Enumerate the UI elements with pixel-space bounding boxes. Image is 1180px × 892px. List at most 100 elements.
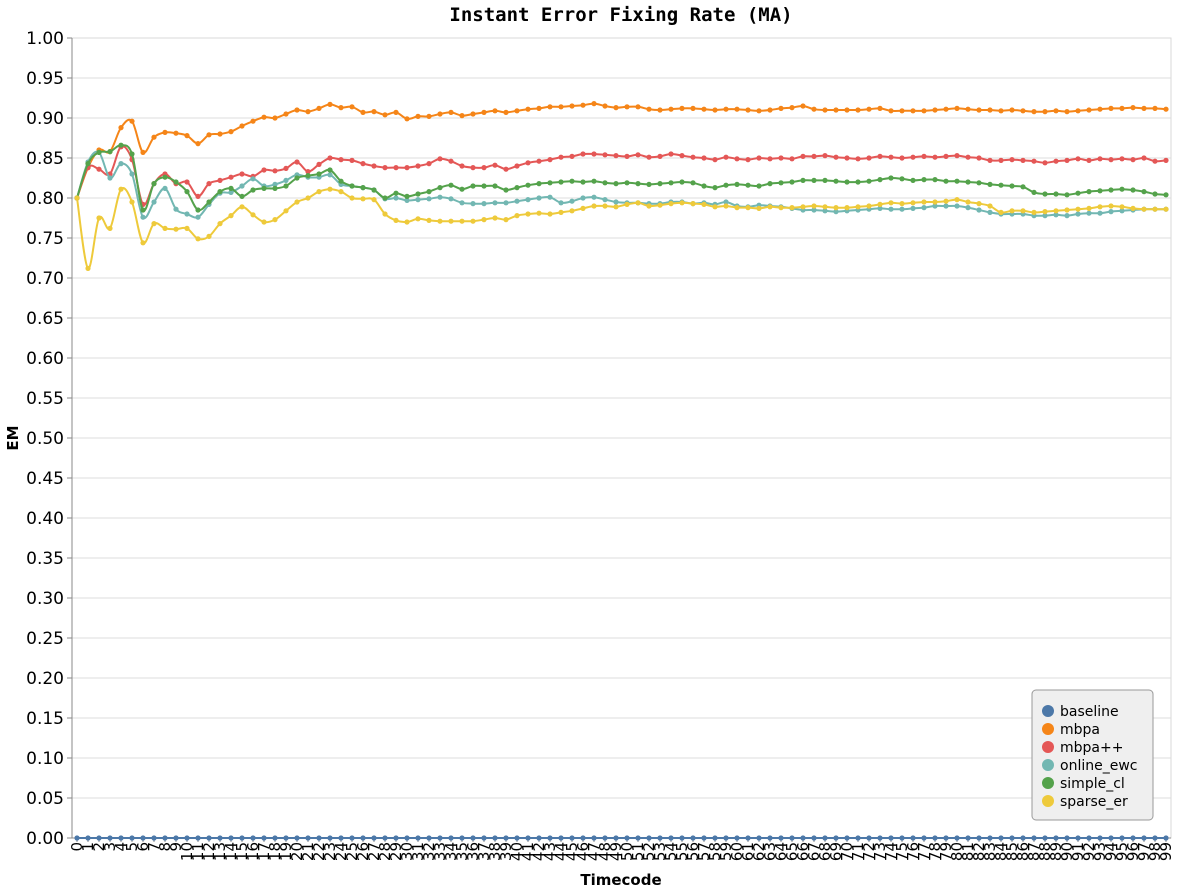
data-point (173, 207, 178, 212)
data-point (976, 201, 981, 206)
data-point (1053, 835, 1058, 840)
data-point (217, 189, 222, 194)
data-point (800, 178, 805, 183)
data-point (1141, 155, 1146, 160)
data-point (195, 236, 200, 241)
data-point (921, 835, 926, 840)
data-point (723, 183, 728, 188)
data-point (1108, 835, 1113, 840)
data-point (580, 179, 585, 184)
data-point (404, 219, 409, 224)
data-point (272, 835, 277, 840)
data-point (503, 167, 508, 172)
data-point (789, 179, 794, 184)
data-point (613, 199, 618, 204)
data-point (305, 835, 310, 840)
data-point (602, 152, 607, 157)
y-tick-label: 0.95 (26, 69, 64, 89)
data-point (591, 101, 596, 106)
data-point (998, 835, 1003, 840)
legend-label: sparse_er (1060, 794, 1128, 810)
data-point (580, 206, 585, 211)
data-point (569, 835, 574, 840)
data-point (569, 179, 574, 184)
data-point (712, 185, 717, 190)
data-point (910, 178, 915, 183)
data-point (129, 171, 134, 176)
data-point (613, 204, 618, 209)
data-point (910, 835, 915, 840)
data-point (525, 160, 530, 165)
data-point (998, 158, 1003, 163)
data-point (943, 107, 948, 112)
data-point (591, 835, 596, 840)
data-point (85, 266, 90, 271)
data-point (283, 835, 288, 840)
data-point (789, 105, 794, 110)
data-point (1152, 106, 1157, 111)
data-point (393, 165, 398, 170)
data-point (657, 835, 662, 840)
data-point (855, 204, 860, 209)
data-point (569, 199, 574, 204)
x-tick-label: 99 (1157, 842, 1175, 861)
data-point (206, 181, 211, 186)
data-point (701, 107, 706, 112)
data-point (998, 108, 1003, 113)
data-point (96, 835, 101, 840)
data-point (1020, 184, 1025, 189)
data-point (602, 203, 607, 208)
y-tick-label: 0.80 (26, 189, 64, 209)
data-point (448, 159, 453, 164)
data-point (349, 104, 354, 109)
legend-label: baseline (1060, 704, 1119, 720)
data-point (1042, 160, 1047, 165)
data-point (679, 153, 684, 158)
data-point (1141, 189, 1146, 194)
data-point (415, 197, 420, 202)
data-point (745, 107, 750, 112)
data-point (998, 210, 1003, 215)
data-point (1053, 108, 1058, 113)
data-point (943, 179, 948, 184)
data-point (712, 157, 717, 162)
data-point (690, 106, 695, 111)
data-point (1064, 207, 1069, 212)
data-point (1020, 108, 1025, 113)
data-point (1075, 108, 1080, 113)
data-point (1031, 109, 1036, 114)
data-point (602, 197, 607, 202)
data-point (1097, 835, 1102, 840)
data-point (866, 107, 871, 112)
data-point (778, 205, 783, 210)
data-point (459, 113, 464, 118)
data-point (261, 115, 266, 120)
data-point (404, 835, 409, 840)
data-point (239, 123, 244, 128)
data-point (1097, 188, 1102, 193)
data-point (635, 835, 640, 840)
data-point (547, 195, 552, 200)
data-point (668, 180, 673, 185)
data-point (822, 835, 827, 840)
data-point (481, 217, 486, 222)
data-point (1075, 156, 1080, 161)
data-point (547, 835, 552, 840)
data-point (789, 835, 794, 840)
data-point (789, 205, 794, 210)
data-point (492, 215, 497, 220)
data-point (811, 107, 816, 112)
data-point (745, 157, 750, 162)
data-point (866, 835, 871, 840)
data-point (481, 110, 486, 115)
data-point (228, 175, 233, 180)
data-point (459, 187, 464, 192)
data-point (1097, 204, 1102, 209)
data-point (657, 203, 662, 208)
data-point (173, 835, 178, 840)
data-point (910, 155, 915, 160)
data-point (558, 835, 563, 840)
data-point (503, 835, 508, 840)
data-point (965, 199, 970, 204)
grid-layer (72, 38, 1171, 838)
